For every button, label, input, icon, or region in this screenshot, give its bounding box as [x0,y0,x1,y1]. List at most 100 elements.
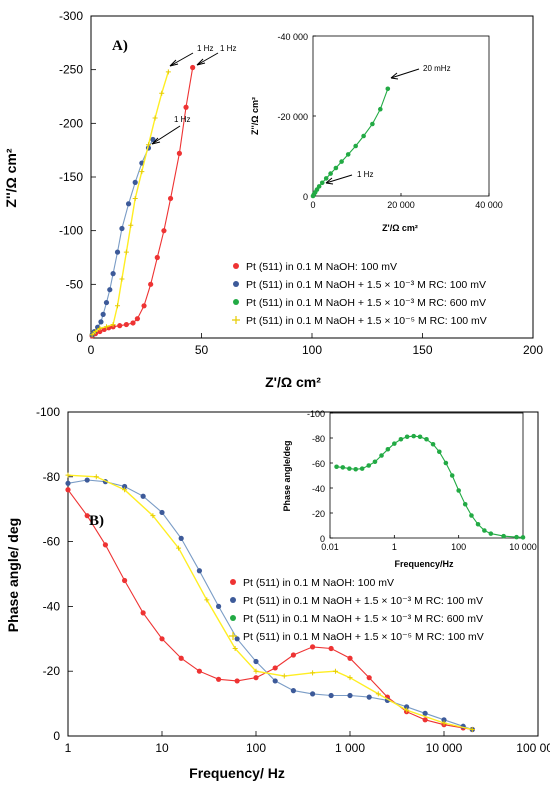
panel-a-data-point-yellow [123,249,129,255]
panel-b-inset-data-point-green [379,453,384,458]
panel-b-inset-x-tick-label: 0.01 [321,542,339,552]
panel-a-x-tick-label: 0 [88,343,95,357]
panel-b-inset-data-point-green [514,534,519,540]
panel-b-inset-data-point-green [372,459,378,465]
panel-a-marks: 0 50 100 150 200 0 -50 -100 -150 -200 -250 -300 [59,9,543,357]
panel-a-annotation-1hz-blue: 1 Hz [174,115,190,124]
panel-b-data-point-yellow [469,727,475,733]
panel-b-inset-x-tick-label: 1 [392,542,397,552]
panel-b-data-point-yellow [375,691,381,697]
panel-b-data-point-blue [234,636,240,642]
panel-a-arrowhead-yellow [169,59,179,67]
panel-b-x-tick-label: 100 000 [516,741,550,755]
panel-b-inset-data-point-green [417,434,423,440]
panel-b-data-point-red [121,577,128,584]
panel-b-x-tick-label: 100 [246,741,266,755]
panel-b-data-point-red [272,665,278,671]
panel-b-data-point-blue [403,704,410,710]
panel-b-data-point-yellow [404,707,410,713]
panel-a-data-point-blue [98,319,104,325]
panel-b-legend-item-yellow: Pt (511) in 0.1 M NaOH + 1.5 × 10⁻⁵ M RC… [229,631,484,643]
panel-a-y-axis-label: Z''/Ω cm² [3,148,19,207]
panel-b-data-point-red [234,678,240,684]
panel-b-plot-frame [67,411,539,737]
panel-b-inset-data-point-green [359,466,365,471]
panel-b-data-point-blue [178,535,184,541]
panel-a-legend-marker-green [233,299,239,305]
panel-b-inset-data-point-green [424,436,429,442]
panel-b-data-point-yellow [122,487,128,493]
panel-b-data-point-yellow [65,472,71,478]
panel-a-data-point-blue [107,287,113,293]
panel-b-data-point-yellow [93,474,99,480]
panel-a-data-point-red [161,228,167,234]
panel-b-data-point-yellow [310,670,316,676]
panel-a-data-point-blue [150,136,156,143]
panel-a-y-tick-label: -100 [59,224,83,238]
panel-b-y-tick-label: -80 [43,470,61,484]
panel-a-data-point-red [123,321,129,328]
panel-a-legend-item-yellow: Pt (511) in 0.1 M NaOH + 1.5 × 10⁻⁵ M RC… [232,315,487,327]
panel-a-inset-data-point-green [353,143,358,149]
panel-a-data-point-yellow [152,115,158,121]
panel-b-inset-data-point-green [353,466,359,472]
panel-a-annotation-1hz-yellow: 1 Hz [197,44,213,53]
panel-b-label: B) [89,513,104,529]
panel-b-inset-y-tick-label: -60 [312,459,325,469]
panel-b-inset-data-point-green [366,463,372,468]
panel-a-legend-label-blue: Pt (511) in 0.1 M NaOH + 1.5 × 10⁻³ M RC… [246,279,486,291]
panel-a-y-tick-label: -250 [59,63,83,77]
panel-b-data-point-red [84,513,90,519]
panel-b-inset-data-point-green [469,513,474,518]
panel-b-inset-series-line-green [336,435,524,538]
panel-a-legend-label-green: Pt (511) in 0.1 M NaOH + 1.5 × 10⁻³ M RC… [246,297,486,309]
panel-a-data-point-yellow [103,324,109,330]
panel-a-legend-item-blue: Pt (511) in 0.1 M NaOH + 1.5 × 10⁻³ M RC… [233,279,486,291]
panel-a-inset-marks: 0 20 000 40 000 0 -20 000 -40 000 [277,32,502,210]
panel-b-inset-y-tick-label: -80 [312,434,325,444]
panel-a-arrow-red [196,52,219,66]
panel-a-arrow-yellow [169,52,194,67]
panel-a-y-tick-label: -50 [66,277,84,291]
panel-b-data-point-blue [328,692,334,699]
panel-b-data-point-blue [215,603,222,610]
panel-b-inset-data-point-green [488,531,494,536]
panel-b-inset-y-tick-label: -20 [312,509,325,519]
panel-a-legend-label-red: Pt (511) in 0.1 M NaOH: 100 mV [246,261,397,273]
panel-b-data-point-red [102,542,109,548]
panel-b-inset-x-tick-label: 10 000 [509,542,537,552]
panel-b-data-point-red [253,675,259,681]
panel-a-legend-marker-blue [233,281,239,287]
panel-a-inset-data-point-green [319,180,325,186]
panel-b-y-tick-label: -60 [43,535,61,549]
panel-a-y-tick-label: -300 [59,9,83,23]
panel-a-legend-marker-red [233,263,239,269]
panel-b-y-tick-label: -20 [43,664,61,678]
panel-b-y-tick-label: 0 [53,729,60,743]
panel-a-x-axis-label: Z'/Ω cm² [265,374,321,390]
panel-a-inset-arrowhead-20mhz [390,72,399,80]
panel-b-legend-item-green: Pt (511) in 0.1 M NaOH + 1.5 × 10⁻³ M RC… [230,613,483,625]
panel-a-inset-data-point-green [370,121,375,127]
panel-a-y-tick-label: -150 [59,170,83,184]
panel-a-inset-data-point-green [345,152,351,157]
panel-b-data-point-yellow [347,675,353,681]
panel-b-data-point-blue [121,483,128,490]
panel-b-x-tick-label: 10 000 [426,741,463,755]
panel-a-data-point-red [176,150,182,156]
panel-a-inset-data-point-green [314,187,320,192]
panel-b-inset-x-tick-label: 100 [451,542,466,552]
panel-b-inset-data-point-green [334,464,339,470]
panel-a-inset-y-tick-label: -40 000 [277,32,308,42]
panel-a-inset-data-point-green [339,159,344,164]
panel-b-inset-data-point-green [462,501,468,507]
panel-a-data-point-red [117,323,123,329]
panel-a-data-point-blue [103,299,110,306]
panel-b-data-point-red [215,676,222,682]
panel-b-inset-y-tick-label: -40 [312,484,325,494]
panel-b-x-axis-label: Frequency/ Hz [189,765,285,781]
panel-b-x-tick-label: 1 [65,741,72,755]
